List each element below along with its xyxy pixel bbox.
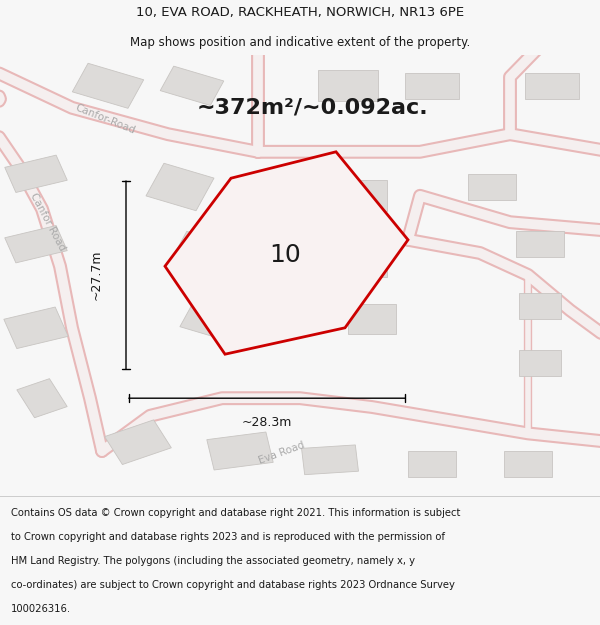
Text: Contains OS data © Crown copyright and database right 2021. This information is : Contains OS data © Crown copyright and d… bbox=[11, 508, 460, 518]
Text: Eva Road: Eva Road bbox=[257, 440, 307, 466]
Text: ~372m²/~0.092ac.: ~372m²/~0.092ac. bbox=[196, 98, 428, 118]
Text: co-ordinates) are subject to Crown copyright and database rights 2023 Ordnance S: co-ordinates) are subject to Crown copyr… bbox=[11, 580, 455, 590]
Text: 10: 10 bbox=[269, 243, 301, 268]
Bar bbox=[4, 307, 68, 349]
Bar bbox=[525, 72, 579, 99]
Text: 10, EVA ROAD, RACKHEATH, NORWICH, NR13 6PE: 10, EVA ROAD, RACKHEATH, NORWICH, NR13 6… bbox=[136, 6, 464, 19]
Bar bbox=[17, 379, 67, 418]
Bar bbox=[5, 226, 67, 263]
Bar bbox=[5, 155, 67, 192]
Bar bbox=[468, 174, 516, 200]
Text: 100026316.: 100026316. bbox=[11, 604, 71, 614]
Polygon shape bbox=[165, 152, 408, 354]
Bar bbox=[73, 63, 143, 108]
Bar bbox=[160, 66, 224, 106]
Text: Canfor Road: Canfor Road bbox=[29, 191, 67, 253]
Bar bbox=[302, 445, 358, 474]
Bar bbox=[408, 451, 456, 478]
Text: Canfor-Road: Canfor-Road bbox=[73, 102, 137, 136]
Bar bbox=[207, 432, 273, 470]
Bar bbox=[318, 71, 378, 101]
Bar bbox=[405, 72, 459, 99]
Bar bbox=[516, 231, 564, 258]
Bar bbox=[333, 181, 387, 211]
Bar bbox=[348, 304, 396, 334]
Bar bbox=[519, 350, 561, 376]
Bar bbox=[180, 298, 240, 340]
Bar bbox=[146, 163, 214, 211]
Bar bbox=[171, 231, 237, 275]
Bar bbox=[519, 292, 561, 319]
Bar bbox=[104, 420, 172, 464]
Text: to Crown copyright and database rights 2023 and is reproduced with the permissio: to Crown copyright and database rights 2… bbox=[11, 532, 445, 542]
Bar bbox=[333, 246, 387, 278]
Text: ~28.3m: ~28.3m bbox=[242, 416, 292, 429]
Text: HM Land Registry. The polygons (including the associated geometry, namely x, y: HM Land Registry. The polygons (includin… bbox=[11, 556, 415, 566]
Text: Map shows position and indicative extent of the property.: Map shows position and indicative extent… bbox=[130, 36, 470, 49]
Bar bbox=[504, 451, 552, 478]
Text: ~27.7m: ~27.7m bbox=[89, 250, 103, 300]
